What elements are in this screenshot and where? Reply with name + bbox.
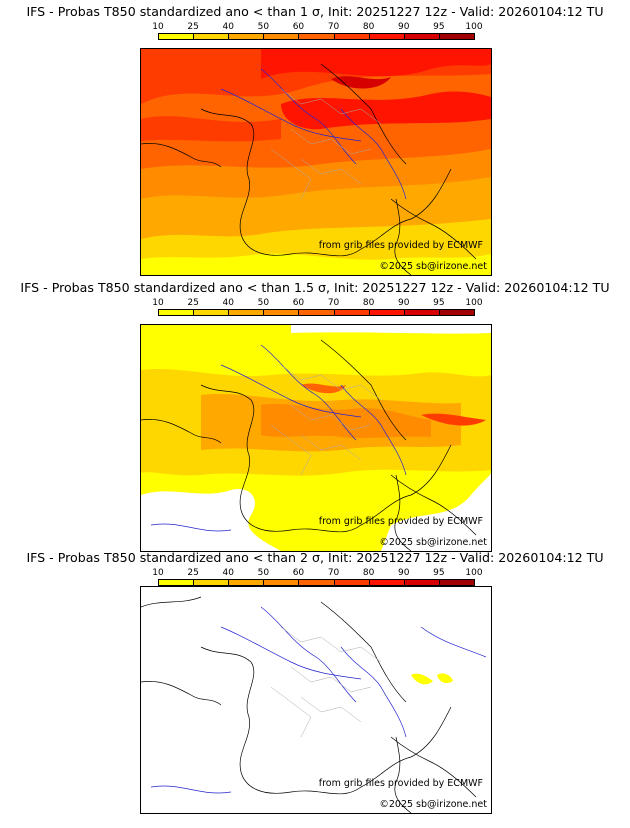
colorbar-swatch [263,33,300,40]
colorbar-swatch [298,579,335,586]
colorbar-swatch [438,33,475,40]
colorbar-swatch [333,579,370,586]
colorbar-tick-label: 60 [292,568,305,578]
field-10-25 [141,253,491,275]
colorbar-tick-label: 70 [327,22,340,32]
colorbar-swatch [403,309,440,316]
colorbar-tick-label: 40 [222,568,234,578]
colorbar-swatch [228,309,265,316]
probability-panel-1sigma: IFS - Probas T850 standardized ano < tha… [0,0,630,276]
colorbar-swatch [263,579,300,586]
colorbar-swatch [158,579,195,586]
field-70-80-west [141,116,281,142]
colorbar-swatch [368,579,405,586]
field-80-90-north [261,49,491,79]
colorbar-swatch [298,33,335,40]
colorbar-swatch [228,579,265,586]
colorbar-tick-label: 10 [152,568,164,578]
admin-borders [270,88,382,200]
field-90-95 [331,76,391,89]
admin-borders [270,626,382,738]
colorbar-swatch [193,579,230,586]
colorbar-swatch [228,33,265,40]
colorbar-tick-label: 80 [362,298,375,308]
colorbar-swatch [158,33,195,40]
country-borders [141,63,477,275]
colorbar-tick-label: 95 [433,22,445,32]
colorbar-swatch [438,309,475,316]
colorbar-tick-label: 100 [465,22,483,32]
colorbar-swatch [333,33,370,40]
probability-map: from grib files provided by ECMWF ©2025 … [140,48,492,276]
colorbar-swatch [403,579,440,586]
colorbar-swatch [403,33,440,40]
colorbar-tick-label: 90 [398,568,410,578]
colorbar-swatch [368,33,405,40]
colorbar-swatch [298,309,335,316]
admin-borders [270,364,382,476]
rivers [220,68,407,200]
field-below-10-north [291,325,491,334]
colorbar-swatch [333,309,370,316]
colorbar-tick-label: 50 [257,22,270,32]
colorbar-swatch [193,309,230,316]
field-50-60 [261,403,431,438]
colorbar-swatch [438,579,475,586]
country-borders [141,596,477,813]
colorbar-tick-label: 10 [152,298,164,308]
colorbar-tick-label: 50 [257,298,270,308]
colorbar-tick-label: 40 [222,22,234,32]
rivers [150,606,487,794]
colorbar-tick-label: 80 [362,568,375,578]
colorbar-tick-label: 40 [222,298,234,308]
colorbar-swatch [368,309,405,316]
colorbar-tick-label: 100 [465,568,483,578]
colorbar-swatch [193,33,230,40]
probability-map: from grib files provided by ECMWF ©2025 … [140,586,492,814]
colorbar-tick-label: 95 [433,298,445,308]
field-below-10-east [381,473,491,551]
panel-title: IFS - Probas T850 standardized ano < tha… [26,4,604,19]
probability-map: from grib files provided by ECMWF ©2025 … [140,324,492,552]
colorbar-tick-label: 25 [187,298,199,308]
colorbar-tick-label: 100 [465,298,483,308]
grib-credit: from grib files provided by ECMWF [318,240,483,251]
colorbar-tick-label: 70 [327,568,340,578]
colorbar-tick-label: 95 [433,568,445,578]
colorbar-tick-label: 60 [292,22,305,32]
colorbar-tick-label: 50 [257,568,270,578]
rivers [150,344,407,532]
colorbar-tick-label: 90 [398,298,410,308]
colorbar-tick-label: 80 [362,22,375,32]
probability-panel-1-5sigma: IFS - Probas T850 standardized ano < tha… [0,276,630,552]
field-10-25-alps-east [437,673,453,683]
field-below-10-west [141,489,281,551]
copyright-credit: ©2025 sb@irizone.net [379,799,487,810]
country-borders [141,339,477,551]
grib-credit: from grib files provided by ECMWF [318,778,483,789]
field-80-90-centre [281,91,491,130]
colorbar-tick-label: 25 [187,568,199,578]
field-70-80 [421,413,486,426]
colorbar-tick-label: 25 [187,22,199,32]
colorbar-tick-label: 60 [292,298,305,308]
colorbar: 10 25 40 50 60 70 80 90 95 100 [152,298,483,316]
panel-title: IFS - Probas T850 standardized ano < tha… [26,550,604,565]
copyright-credit: ©2025 sb@irizone.net [379,537,487,548]
colorbar-tick-label: 70 [327,298,340,308]
colorbar-tick-label: 90 [398,22,410,32]
colorbar-swatch [158,309,195,316]
grib-credit: from grib files provided by ECMWF [318,516,483,527]
colorbar-tick-label: 10 [152,22,164,32]
field-60-70 [301,383,346,394]
colorbar-swatch [263,309,300,316]
copyright-credit: ©2025 sb@irizone.net [379,261,487,272]
field-10-25-alps [411,673,433,685]
field-below-10 [141,587,491,813]
colorbar: 10 25 40 50 60 70 80 90 95 100 [152,22,483,40]
panel-title: IFS - Probas T850 standardized ano < tha… [20,280,610,295]
probability-panel-2sigma: IFS - Probas T850 standardized ano < tha… [0,550,630,828]
colorbar: 10 25 40 50 60 70 80 90 95 100 [152,568,483,586]
